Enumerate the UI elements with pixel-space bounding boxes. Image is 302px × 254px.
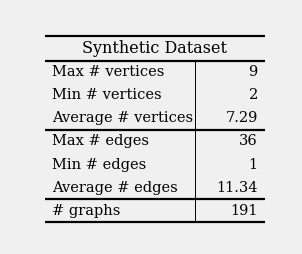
Text: 11.34: 11.34 [216, 181, 258, 195]
Text: 191: 191 [230, 204, 258, 218]
Text: # graphs: # graphs [52, 204, 120, 218]
Text: Average # vertices: Average # vertices [52, 112, 193, 125]
Text: Min # vertices: Min # vertices [52, 88, 161, 102]
Text: Min # edges: Min # edges [52, 157, 146, 171]
Text: 1: 1 [249, 157, 258, 171]
Text: 2: 2 [249, 88, 258, 102]
Text: Max # vertices: Max # vertices [52, 65, 164, 79]
Text: 9: 9 [249, 65, 258, 79]
Text: Max # edges: Max # edges [52, 134, 149, 149]
Text: Synthetic Dataset: Synthetic Dataset [82, 40, 227, 57]
Text: Average # edges: Average # edges [52, 181, 178, 195]
Text: 36: 36 [239, 134, 258, 149]
Text: 7.29: 7.29 [225, 112, 258, 125]
